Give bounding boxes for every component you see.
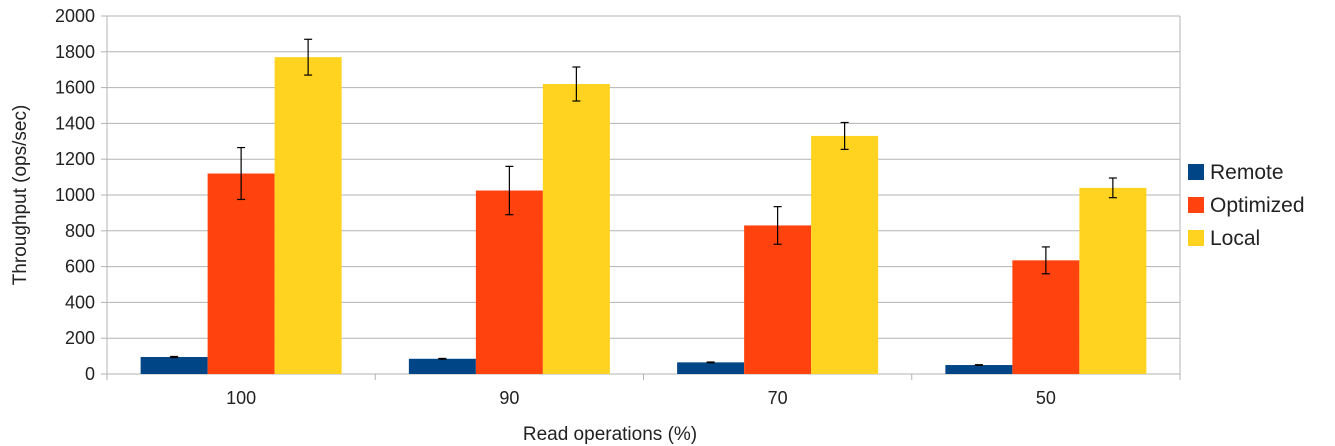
x-tick-label: 90 — [499, 388, 519, 408]
bar-remote-50 — [945, 365, 1013, 374]
legend-swatch-remote — [1188, 164, 1204, 180]
legend-swatch-local — [1188, 230, 1204, 246]
bar-local-50 — [1079, 187, 1147, 374]
bar-remote-70 — [677, 362, 745, 374]
y-tick-label: 1400 — [55, 113, 95, 133]
y-tick-label: 200 — [65, 328, 95, 348]
bar-remote-100 — [140, 356, 208, 374]
y-tick-label: 800 — [65, 221, 95, 241]
legend-label-optimized: Optimized — [1210, 194, 1305, 217]
y-tick-label: 2000 — [55, 6, 95, 26]
bar-local-100 — [274, 57, 342, 375]
bar-local-70 — [811, 135, 879, 374]
y-tick-label: 400 — [65, 292, 95, 312]
bar-local-90 — [542, 84, 610, 375]
x-axis-ticks: 100 90 70 50 — [226, 388, 1056, 408]
x-axis-title: Read operations (%) — [523, 424, 697, 445]
x-tick-label: 70 — [768, 388, 788, 408]
x-tick-label: 100 — [226, 388, 256, 408]
y-tick-label: 1600 — [55, 78, 95, 98]
bar-optimized-70 — [744, 225, 812, 374]
y-tick-label: 1200 — [55, 149, 95, 169]
bar-optimized-50 — [1012, 260, 1080, 374]
y-tick-label: 0 — [85, 364, 95, 384]
legend-swatch-optimized — [1188, 197, 1204, 213]
y-tick-label: 1000 — [55, 185, 95, 205]
y-axis-title: Throughput (ops/sec) — [10, 105, 31, 286]
bar-optimized-90 — [475, 190, 543, 374]
legend-label-local: Local — [1210, 227, 1260, 250]
y-tick-label: 1800 — [55, 42, 95, 62]
bars — [140, 57, 1147, 375]
x-tick-label: 50 — [1036, 388, 1056, 408]
y-tick-label: 600 — [65, 257, 95, 277]
y-axis-ticks: 0 200 400 600 800 1000 1200 1400 1600 1800 2000 — [55, 6, 95, 384]
legend: Remote Optimized Local — [1188, 161, 1305, 250]
bar-remote-90 — [408, 358, 476, 374]
error-bars — [170, 38, 1117, 367]
legend-label-remote: Remote — [1210, 161, 1284, 184]
bar-optimized-100 — [207, 173, 275, 374]
